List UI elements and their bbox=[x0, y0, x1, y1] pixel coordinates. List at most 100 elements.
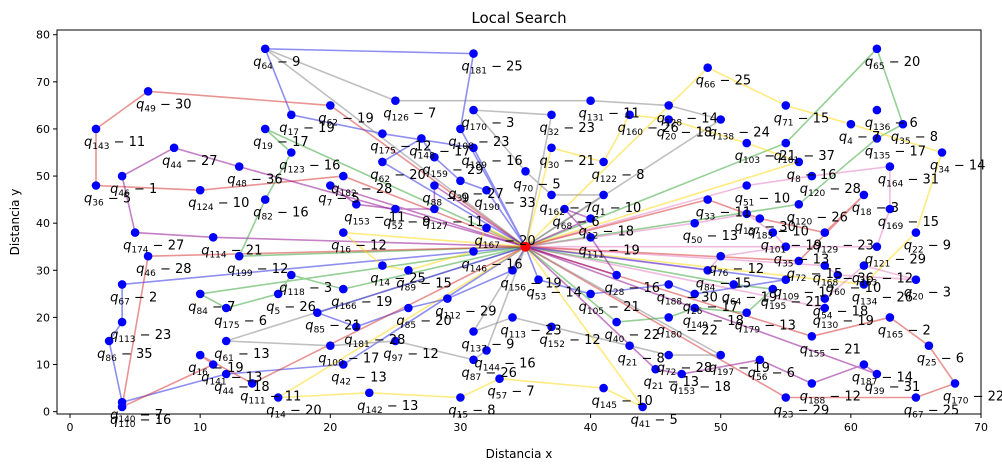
customer-point bbox=[313, 308, 322, 318]
point-label: q68 − 6 bbox=[553, 215, 600, 232]
point-label: q39 − 31 bbox=[865, 380, 920, 397]
point-label: q182 − 28 bbox=[331, 182, 392, 199]
route-line-11 bbox=[525, 245, 957, 399]
x-tick-label: 10 bbox=[193, 421, 207, 434]
point-label: q70 − 5 bbox=[514, 177, 561, 194]
point-label: q15 − 8 bbox=[448, 404, 495, 421]
customer-point bbox=[404, 303, 413, 313]
y-axis-label: Distancia y bbox=[8, 189, 22, 256]
point-label: q105 − 21 bbox=[579, 300, 640, 317]
point-label: q87 − 26 bbox=[462, 366, 517, 383]
point-label: q7 − 5 bbox=[318, 192, 359, 209]
customer-point bbox=[729, 280, 738, 289]
customer-point bbox=[339, 360, 348, 369]
customer-point bbox=[794, 256, 804, 266]
customer-point bbox=[443, 294, 452, 303]
point-labels-layer: q64 − 9 q181 − 25 q65 − 20 q66 − 25 q49 − 30… bbox=[84, 55, 1002, 430]
customer-point bbox=[599, 383, 608, 393]
point-label: q130 − 19 bbox=[813, 314, 874, 331]
point-label: q22 − 9 bbox=[904, 239, 951, 256]
customer-point bbox=[872, 242, 882, 251]
customer-point bbox=[664, 101, 673, 110]
customer-point bbox=[638, 402, 647, 412]
customer-point bbox=[169, 143, 179, 153]
point-label: q175 − 6 bbox=[214, 314, 267, 331]
customer-point bbox=[586, 233, 595, 242]
point-label: q44 − 18 bbox=[214, 380, 269, 397]
customer-point bbox=[612, 270, 621, 280]
point-label: q153 − 11 bbox=[344, 210, 405, 227]
point-label: q16 − 19 bbox=[188, 361, 243, 378]
customer-point bbox=[117, 317, 127, 327]
point-label: q53 − 14 bbox=[527, 286, 582, 303]
customer-point bbox=[195, 185, 205, 195]
customer-point bbox=[742, 308, 751, 318]
y-tick-label: 30 bbox=[36, 264, 50, 277]
customer-point bbox=[260, 44, 270, 54]
customer-point bbox=[599, 157, 608, 167]
customer-point bbox=[130, 228, 140, 237]
customer-point bbox=[326, 101, 335, 110]
x-tick-label: 70 bbox=[974, 421, 988, 434]
customer-point bbox=[690, 218, 699, 228]
customer-point bbox=[547, 143, 556, 153]
x-axis: 0 10 20 30 40 50 60 70 bbox=[67, 414, 988, 434]
point-label: q128 − 14 bbox=[657, 111, 718, 128]
customer-point bbox=[781, 275, 791, 285]
customer-point bbox=[807, 379, 817, 388]
point-label: q14 − 25 bbox=[370, 272, 425, 289]
customer-point bbox=[221, 336, 231, 346]
customer-point bbox=[391, 204, 400, 214]
customer-point bbox=[872, 44, 882, 54]
point-label: q60 − 10 bbox=[826, 281, 881, 298]
point-label: q32 − 23 bbox=[540, 121, 595, 138]
x-axis-label: Distancia x bbox=[486, 447, 553, 461]
route-line-10 bbox=[277, 246, 644, 408]
customer-point bbox=[365, 388, 374, 398]
point-label: q118 − 3 bbox=[279, 281, 332, 298]
point-label: q181 − 28 bbox=[344, 333, 405, 350]
customer-point bbox=[885, 204, 895, 214]
y-tick-label: 60 bbox=[36, 123, 50, 136]
customer-point bbox=[273, 393, 283, 402]
customer-point bbox=[651, 364, 660, 374]
point-label: q16 − 12 bbox=[331, 239, 386, 256]
point-label: q160 − 26 bbox=[618, 121, 679, 138]
x-tick-label: 0 bbox=[67, 421, 74, 434]
point-label: q164 − 31 bbox=[878, 173, 939, 190]
customer-point bbox=[781, 101, 791, 110]
customer-point bbox=[378, 261, 387, 270]
y-tick-label: 80 bbox=[36, 29, 50, 42]
point-label: q155 − 21 bbox=[800, 342, 861, 359]
customer-point bbox=[885, 313, 895, 322]
customer-point bbox=[807, 171, 817, 181]
point-label: q168 − 36 bbox=[813, 272, 874, 289]
customer-point bbox=[950, 379, 960, 388]
customer-point bbox=[234, 162, 244, 171]
customer-point bbox=[716, 115, 725, 124]
customer-point bbox=[352, 322, 361, 332]
point-label: q195 − 21 bbox=[761, 295, 822, 312]
customer-point bbox=[260, 124, 270, 134]
point-label: q8 − 16 bbox=[787, 168, 837, 185]
customer-point bbox=[430, 152, 439, 162]
customer-point bbox=[586, 289, 595, 299]
customer-point bbox=[391, 96, 400, 105]
point-label: q40 − 22 bbox=[605, 328, 660, 345]
point-label: q136 − 6 bbox=[865, 116, 918, 133]
point-label: q46 − 1 bbox=[110, 182, 157, 199]
point-label: q162 − 7 bbox=[540, 201, 593, 218]
point-label: q72 − 15 bbox=[787, 267, 842, 284]
plot-frame bbox=[56, 29, 982, 415]
customer-point bbox=[924, 341, 934, 351]
customer-point bbox=[794, 200, 804, 209]
customer-point bbox=[690, 289, 699, 299]
point-label: q65 − 20 bbox=[865, 55, 920, 72]
customer-point bbox=[586, 96, 595, 105]
customer-point bbox=[846, 119, 856, 129]
point-label: q113 − 23 bbox=[501, 323, 562, 340]
point-label: q146 − 16 bbox=[462, 257, 523, 274]
customer-point bbox=[143, 87, 153, 96]
point-label: q57 − 7 bbox=[488, 385, 535, 402]
